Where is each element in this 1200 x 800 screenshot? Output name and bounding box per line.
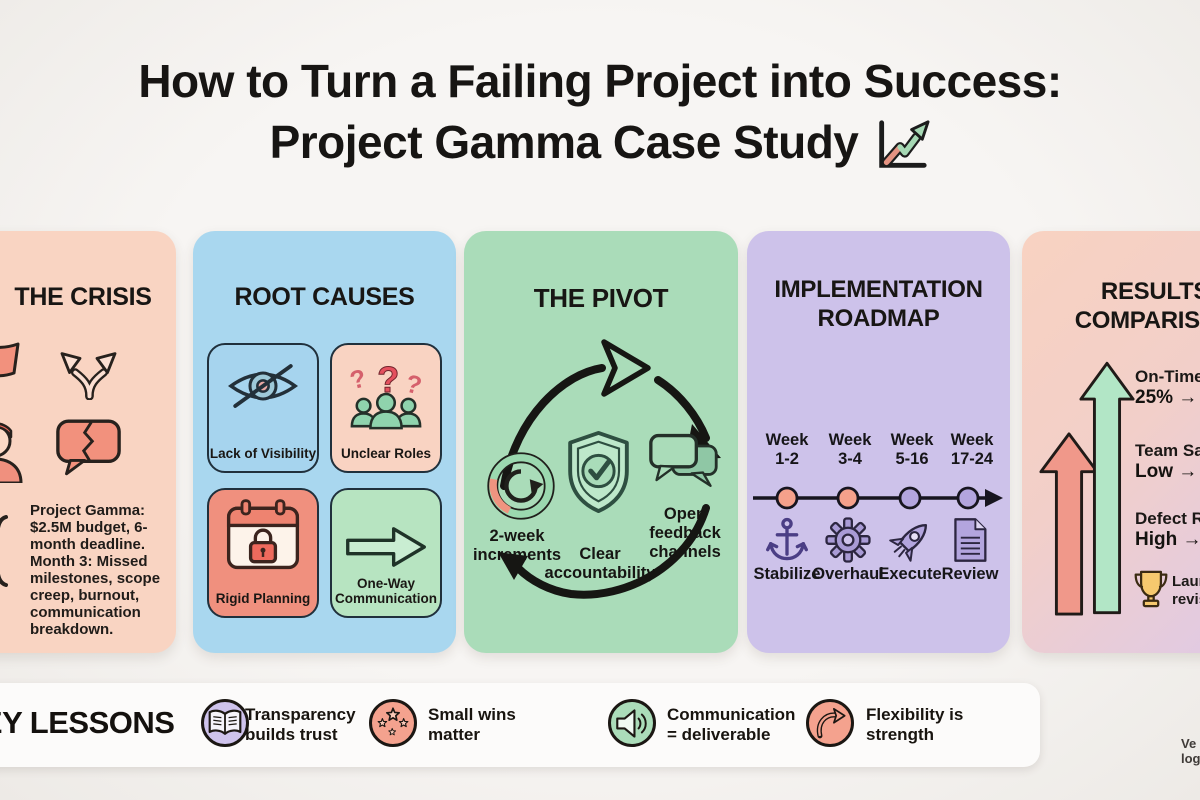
page-title-line1: How to Turn a Failing Project into Succe… bbox=[138, 55, 1062, 107]
results-title: RESULTS COMPARISON bbox=[1074, 277, 1200, 335]
result-row: Defect Ra High → bbox=[1135, 509, 1200, 552]
crisis-title: THE CRISIS bbox=[14, 282, 152, 311]
svg-text:?: ? bbox=[403, 370, 425, 401]
lesson-badge bbox=[806, 699, 854, 747]
document-icon bbox=[954, 518, 987, 562]
card-roadmap: IMPLEMENTATION ROADMAP Week 1-2 Week 3-4… bbox=[747, 231, 1010, 653]
trophy-icon bbox=[1134, 570, 1168, 608]
gear-icon bbox=[825, 517, 871, 563]
one-way-arrow-icon bbox=[346, 527, 426, 567]
tile-label: Lack of Visibility bbox=[209, 446, 317, 462]
lesson-badge bbox=[201, 699, 249, 747]
person-icon bbox=[0, 422, 23, 483]
lesson-text: Transparency builds trust bbox=[245, 705, 356, 745]
roadmap-title: IMPLEMENTATION ROADMAP bbox=[774, 275, 983, 333]
cycle-ring-icon bbox=[487, 452, 555, 520]
line-chart-up-icon bbox=[879, 120, 930, 168]
milestone-week: Week 3-4 bbox=[828, 431, 872, 468]
rocket-icon bbox=[889, 523, 928, 562]
eye-slash-icon bbox=[227, 364, 299, 408]
result-label: On-Time D bbox=[1135, 367, 1200, 386]
curly-brace-icon bbox=[0, 515, 8, 587]
result-row: Team Sat Low → bbox=[1135, 441, 1200, 484]
key-lessons-bar bbox=[0, 683, 1040, 767]
tile-label: Unclear Roles bbox=[340, 446, 432, 462]
result-label: Defect Ra bbox=[1135, 509, 1200, 528]
watermark: Ve log bbox=[1181, 736, 1200, 767]
result-label: Team Sat bbox=[1135, 441, 1200, 460]
lesson-text: Small wins matter bbox=[428, 705, 516, 745]
pivot-item-label: Clear accountability bbox=[544, 545, 656, 582]
page-header: How to Turn a Failing Project into Succe… bbox=[0, 52, 1200, 175]
key-lessons-title: KEY LESSONS bbox=[0, 705, 175, 740]
card-crisis: THE CRISIS Project Gamma: $2.5 bbox=[0, 231, 176, 653]
broken-speech-bubble-icon bbox=[56, 419, 121, 476]
after-arrow-icon bbox=[1079, 361, 1135, 615]
milestone-week: Week 5-16 bbox=[890, 431, 934, 468]
anchor-icon bbox=[766, 517, 808, 561]
card-results: RESULTS COMPARISON On-Time D 25% → Team … bbox=[1022, 231, 1200, 653]
watermark-line2: log bbox=[1181, 750, 1200, 766]
curved-arrow-icon bbox=[816, 707, 846, 738]
milestone-week: Week 1-2 bbox=[765, 431, 809, 468]
watermark-line1: Ve bbox=[1181, 736, 1197, 751]
lesson-text: Communication = deliverable bbox=[667, 705, 796, 745]
question-people-icon: ? ? ? bbox=[347, 359, 425, 430]
card-root-causes: ROOT CAUSES Lack of Visibility ? ? ? bbox=[193, 231, 456, 653]
shield-check-icon bbox=[568, 430, 629, 514]
locked-calendar-icon bbox=[226, 499, 300, 570]
result-value: Low → bbox=[1135, 461, 1198, 483]
lesson-text: Flexibility is strength bbox=[866, 705, 964, 745]
pivot-item-label: 2-week increments bbox=[472, 527, 562, 564]
lesson-badge bbox=[608, 699, 656, 747]
split-arrows-icon bbox=[60, 352, 117, 400]
root-causes-title: ROOT CAUSES bbox=[234, 282, 415, 311]
result-row: On-Time D 25% → bbox=[1135, 367, 1200, 410]
tile-unclear-roles: ? ? ? Unclear Roles bbox=[330, 343, 442, 473]
tile-lack-of-visibility: Lack of Visibility bbox=[207, 343, 319, 473]
pivot-item-label: Open feedback channels bbox=[649, 505, 721, 561]
card-pivot: THE PIVOT 2-week increments Clear accoun… bbox=[464, 231, 738, 653]
milestone-week: Week 17-24 bbox=[950, 431, 994, 468]
tile-label: Rigid Planning bbox=[215, 591, 311, 607]
svg-text:?: ? bbox=[377, 359, 399, 400]
milestone-phase: Overhaul bbox=[812, 565, 884, 583]
timeline-arrow bbox=[753, 486, 1003, 510]
lesson-badge bbox=[369, 699, 417, 747]
milestone-phase: Review bbox=[941, 565, 999, 583]
milestone-phase: Stabilize bbox=[753, 565, 821, 583]
trophy-note-line1: Laun bbox=[1172, 573, 1200, 590]
trophy-note: Laun revis bbox=[1172, 573, 1200, 609]
milestone-phase: Execute bbox=[878, 565, 942, 583]
crisis-description: Project Gamma: $2.5M budget, 6-month dea… bbox=[30, 502, 161, 638]
tile-rigid-planning: Rigid Planning bbox=[207, 488, 319, 618]
page-title-line2: Project Gamma Case Study bbox=[269, 116, 859, 169]
tile-one-way-communication: One-Way Communication bbox=[330, 488, 442, 618]
speaker-icon bbox=[616, 708, 647, 738]
feedback-bubbles-icon bbox=[649, 433, 718, 487]
trophy-note-line2: revis bbox=[1172, 591, 1200, 608]
result-value: High → bbox=[1135, 529, 1200, 551]
stars-icon bbox=[377, 707, 409, 736]
flag-icon bbox=[0, 342, 20, 378]
pivot-title: THE PIVOT bbox=[533, 282, 669, 313]
svg-text:?: ? bbox=[347, 364, 369, 395]
open-book-icon bbox=[208, 709, 242, 735]
tile-label: One-Way Communication bbox=[334, 575, 437, 607]
result-value: 25% → bbox=[1135, 387, 1198, 409]
